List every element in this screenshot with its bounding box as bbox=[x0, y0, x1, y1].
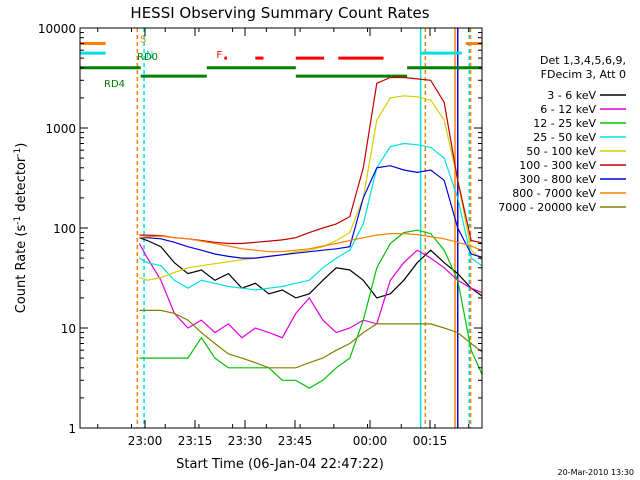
legend-label: 800 - 7000 keV bbox=[512, 187, 596, 200]
legend-label: 50 - 100 keV bbox=[526, 145, 596, 158]
legend-label: 3 - 6 keV bbox=[547, 89, 596, 102]
flag-label: RD0 bbox=[137, 52, 158, 63]
y-axis-label-superscript: -1 bbox=[13, 148, 23, 157]
legend-label: 12 - 25 keV bbox=[533, 117, 596, 130]
x-tick-label: 00:15 bbox=[413, 434, 448, 448]
series-line bbox=[139, 233, 482, 253]
y-axis-label-part: ) bbox=[14, 143, 29, 148]
series-line bbox=[139, 76, 482, 245]
legend-label: 300 - 800 keV bbox=[519, 173, 596, 186]
footer-date: 20-Mar-2010 13:30 bbox=[558, 468, 635, 477]
y-tick-label: 10000 bbox=[38, 22, 76, 36]
series-line bbox=[139, 95, 482, 281]
legend-header-line: Det 1,3,4,5,6,9, bbox=[540, 54, 626, 67]
series-line bbox=[139, 142, 482, 291]
legend-label: 6 - 12 keV bbox=[540, 103, 596, 116]
flag-label: S bbox=[140, 34, 146, 45]
x-tick-label: 00:00 bbox=[353, 434, 388, 448]
flag-label: N bbox=[146, 50, 153, 61]
legend: Det 1,3,4,5,6,9, FDecim 3, Att 0 3 - 6 k… bbox=[498, 54, 626, 214]
legend-label: 100 - 300 keV bbox=[519, 159, 596, 172]
flag-label: RD4 bbox=[104, 79, 125, 90]
axes: 1 10 100 1000 10000 23:00 23:15 23:30 23:45 00:00… bbox=[38, 22, 483, 448]
y-tick-label: 100 bbox=[53, 222, 76, 236]
x-tick-label: 23:00 bbox=[128, 434, 163, 448]
x-tick-label: 23:30 bbox=[228, 434, 263, 448]
y-axis-label-superscript: -1 bbox=[13, 216, 23, 225]
chart-title: HESSI Observing Summary Count Rates bbox=[130, 4, 429, 22]
x-tick-label: 23:45 bbox=[278, 434, 313, 448]
x-axis-label: Start Time (06-Jan-04 22:47:22) bbox=[176, 457, 384, 472]
y-axis-label: Count Rate (s-1 detector-1) bbox=[13, 143, 29, 314]
series-line bbox=[139, 309, 482, 369]
series-line bbox=[139, 237, 482, 299]
y-axis-label-part: Count Rate (s bbox=[14, 225, 29, 314]
y-tick-label: 10 bbox=[61, 322, 76, 336]
y-tick-label: 1 bbox=[68, 422, 76, 436]
legend-label: 25 - 50 keV bbox=[533, 131, 596, 144]
y-tick-label: 1000 bbox=[45, 122, 76, 136]
series-line bbox=[139, 165, 482, 259]
legend-header-line: FDecim 3, Att 0 bbox=[541, 68, 626, 81]
series-line bbox=[138, 243, 482, 339]
legend-label: 7000 - 20000 keV bbox=[498, 201, 596, 214]
flag-label: F bbox=[216, 50, 222, 61]
x-tick-label: 23:15 bbox=[178, 434, 213, 448]
y-axis-label-part: detector bbox=[14, 156, 29, 216]
series-line bbox=[139, 229, 482, 389]
